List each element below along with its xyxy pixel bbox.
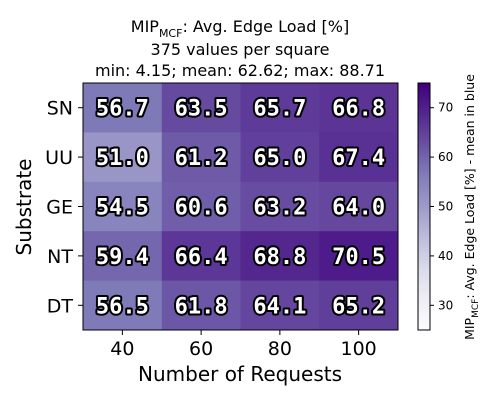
- cell-value-label: 70.5: [332, 245, 385, 270]
- heatmap-cell-dt-60: [161, 280, 241, 331]
- heatmap-cell-ge-100: [319, 181, 399, 232]
- cell-value-label: 66.4: [175, 245, 228, 270]
- x-tick-label: 40: [110, 338, 134, 360]
- heatmap-cell-sn-80: [240, 83, 320, 133]
- cell-value-label: 61.2: [175, 146, 228, 171]
- x-axis-ticks: 40 60 80 100: [110, 330, 377, 360]
- cell-value-label: 54.5: [96, 196, 149, 221]
- colorbar-tick-label: 40: [438, 249, 453, 263]
- y-tick-label: DT: [47, 295, 74, 317]
- heatmap-cell-ge-60: [161, 181, 241, 232]
- heatmap-cell-uu-100: [319, 132, 399, 183]
- heatmap-cells: [83, 83, 399, 331]
- cell-value-label: 65.2: [332, 294, 385, 319]
- x-tick-label: 80: [268, 338, 292, 360]
- heatmap-cell-uu-80: [240, 132, 320, 183]
- y-axis-label: Substrate: [12, 159, 36, 256]
- colorbar-tick-label: 50: [438, 200, 453, 214]
- cell-value-label: 66.8: [332, 97, 385, 122]
- x-tick-label: 60: [189, 338, 213, 360]
- x-tick-label: 100: [340, 338, 376, 360]
- cell-value-label: 56.7: [96, 97, 149, 122]
- y-tick-label: UU: [45, 147, 73, 169]
- colorbar-tick-label: 60: [438, 150, 453, 164]
- cell-value-label: 51.0: [96, 146, 149, 171]
- y-tick-label: SN: [47, 98, 73, 120]
- heatmap-value-labels: 56.7 63.5 65.7 66.8 51.0 61.2 65.0 67.4 54.5 60.6…: [94, 95, 387, 322]
- cell-value-label: 59.4: [96, 245, 149, 270]
- heatmap-cell-nt-80: [240, 231, 320, 282]
- cell-value-label: 61.8: [175, 294, 228, 319]
- heatmap-cell-dt-40: [83, 280, 163, 331]
- x-axis-label: Number of Requests: [138, 362, 342, 386]
- heatmap-cell-ge-80: [240, 181, 320, 232]
- cell-value-label: 63.5: [175, 97, 228, 122]
- heatmap-cell-dt-80: [240, 280, 320, 331]
- cell-value-label: 65.7: [253, 97, 306, 122]
- heatmap-cell-nt-100: [319, 231, 399, 282]
- colorbar: [417, 82, 431, 331]
- cell-value-label: 68.8: [253, 245, 306, 270]
- heatmap-cell-ge-40: [83, 181, 163, 232]
- y-tick-label: NT: [47, 246, 73, 268]
- cell-value-label: 67.4: [332, 146, 385, 171]
- heatmap-cell-sn-60: [161, 83, 241, 133]
- colorbar-label: MIPMCF: Avg. Edge Load [%] - mean in blu…: [462, 74, 481, 340]
- cell-value-label: 56.5: [96, 294, 149, 319]
- cell-value-label: 60.6: [175, 196, 228, 221]
- chart-title-line-1: MIPMCF: Avg. Edge Load [%]: [131, 17, 349, 40]
- heatmap-cell-sn-40: [83, 83, 163, 133]
- y-axis-ticks: SN UU GE NT DT: [45, 98, 83, 317]
- colorbar-ticks: 30 40 50 60 70: [430, 101, 453, 312]
- heatmap-cell-nt-60: [161, 231, 241, 282]
- cell-value-label: 65.0: [253, 146, 306, 171]
- heatmap-cell-uu-60: [161, 132, 241, 183]
- cell-value-label: 64.0: [332, 196, 385, 221]
- chart-title-line-2: 375 values per square: [151, 40, 330, 59]
- colorbar-tick-label: 30: [438, 298, 453, 312]
- heatmap-cell-uu-40: [83, 132, 163, 183]
- heatmap-cell-sn-100: [319, 83, 399, 133]
- heatmap-cell-dt-100: [319, 280, 399, 331]
- y-tick-label: GE: [46, 197, 73, 219]
- heatmap-cell-nt-40: [83, 231, 163, 282]
- colorbar-tick-label: 70: [438, 101, 453, 115]
- chart-title-line-3: min: 4.15; mean: 62.62; max: 88.71: [95, 61, 385, 80]
- cell-value-label: 64.1: [253, 294, 306, 319]
- cell-value-label: 63.2: [253, 196, 306, 221]
